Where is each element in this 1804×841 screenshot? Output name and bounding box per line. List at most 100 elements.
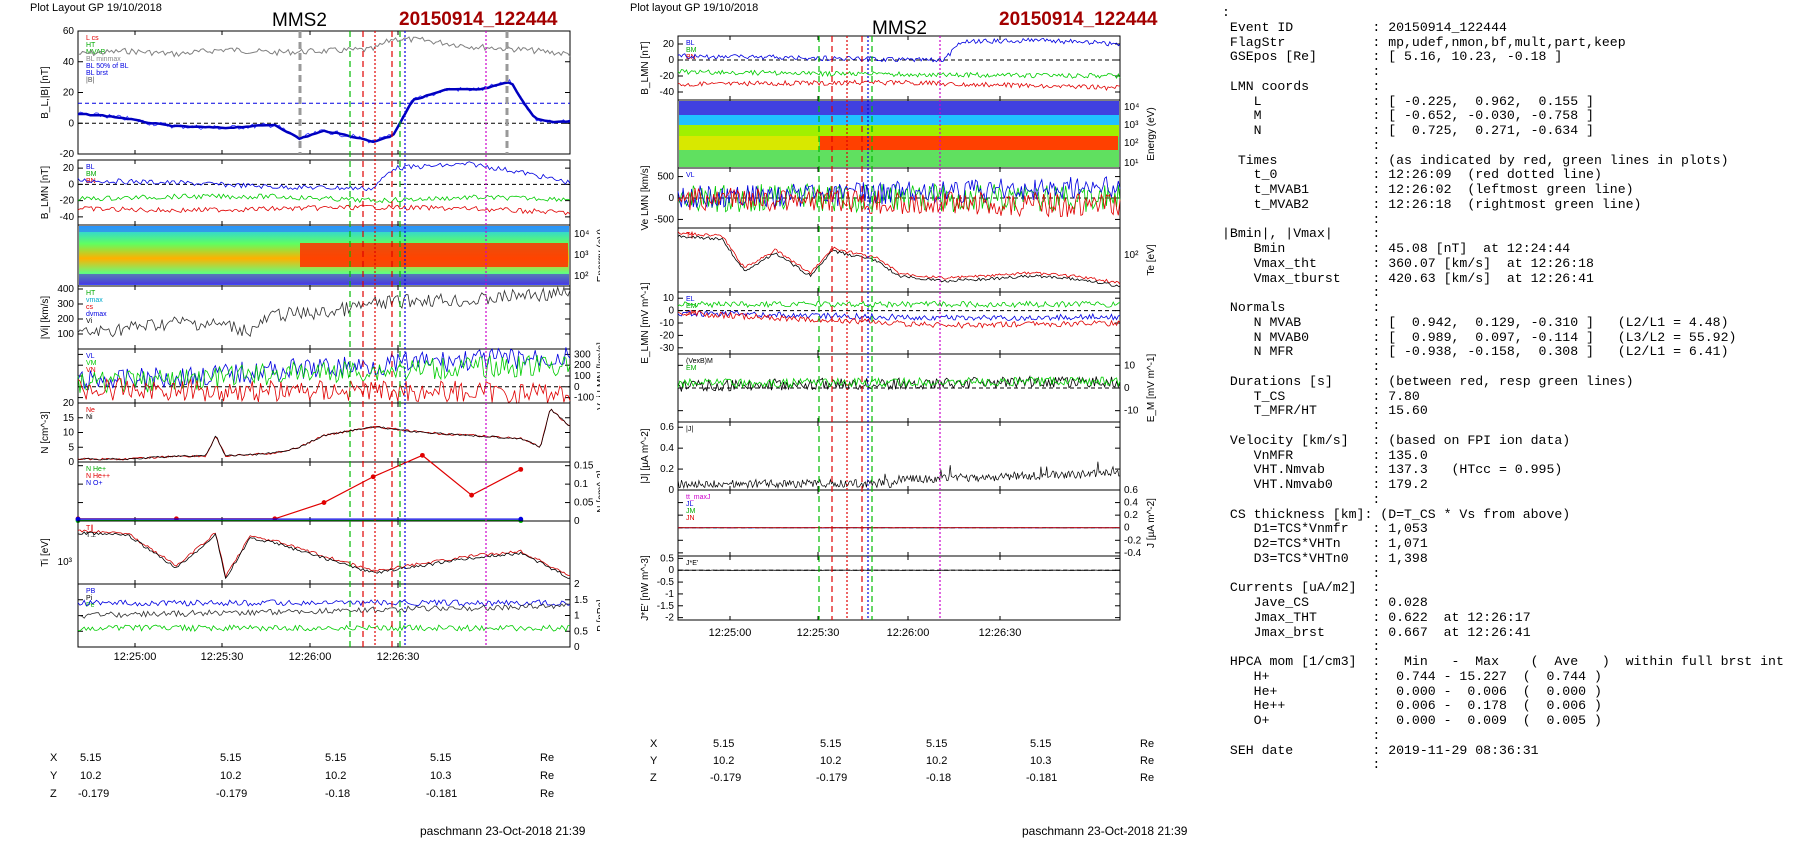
panel-frame xyxy=(77,583,571,648)
panel-frame xyxy=(77,402,571,463)
y-tick-label: 10⁴ xyxy=(1124,102,1139,113)
pressure-series xyxy=(77,599,571,607)
y-tick-label: 10³ xyxy=(1124,120,1139,131)
hpca-point xyxy=(420,452,425,458)
legend-entry: VL xyxy=(86,353,95,360)
y-tick-label: 1 xyxy=(574,611,580,622)
vlmn-series xyxy=(77,354,571,394)
middle-coord-x-val: 5.15 xyxy=(713,738,735,750)
series-line xyxy=(677,300,1121,309)
legend-entry: L cs xyxy=(86,35,99,42)
hpca-point xyxy=(518,516,524,522)
y-tick-label: 5 xyxy=(68,442,74,453)
panel-frame xyxy=(677,227,1121,293)
y-tick-label: 20 xyxy=(63,398,75,409)
summary-line: N MFR : [ -0.938, -0.158, 0.308 ] (L2/L1… xyxy=(1222,344,1729,360)
left-event-label: 20150914_122444 xyxy=(399,9,558,30)
panel-frame xyxy=(77,520,571,585)
y-tick-label: -10 xyxy=(1124,406,1139,417)
panel-frame xyxy=(677,489,1121,557)
x-tick-label: 12:26:00 xyxy=(289,651,332,663)
middle-coord-z-label: Z xyxy=(650,772,657,784)
middle-coord-x-label: X xyxy=(650,738,658,750)
y-tick-label: 300 xyxy=(574,349,591,360)
legend-entry: EL xyxy=(686,296,695,303)
y-axis-label: Energy (eV) xyxy=(1146,107,1157,160)
y-axis-label: |J| [µA m^-2] xyxy=(640,428,651,483)
summary-line: : xyxy=(1222,727,1381,743)
hpca-point xyxy=(518,466,524,472)
summary-line: : xyxy=(1222,491,1381,507)
y-axis-label: J [µA m^-2] xyxy=(1146,498,1157,548)
j-magnitude-series xyxy=(677,461,1121,490)
summary-line: SEH date : 2019-11-29 08:36:31 xyxy=(1222,742,1539,758)
y-tick-label: 10⁴ xyxy=(574,229,589,240)
x-tick-label: 12:26:00 xyxy=(887,627,930,639)
summary-line: HPCA mom [1/cm3] : Min - Max ( Ave ) wit… xyxy=(1222,654,1784,669)
y-tick-label: 200 xyxy=(574,360,591,371)
left-coord-y-val: 10.2 xyxy=(80,770,102,782)
summary-line: N MVAB : [ 0.942, 0.129, -0.310 ] (L2/L1… xyxy=(1222,314,1729,330)
left-coord-z-val: -0.181 xyxy=(426,788,458,800)
series-line xyxy=(677,376,1121,389)
middle-spacecraft-label: MMS2 xyxy=(872,18,927,39)
summary-line: Jmax_brst : 0.667 at 12:26:41 xyxy=(1222,624,1531,640)
spectro-band xyxy=(679,115,1119,125)
legend-entry: J*E' xyxy=(686,560,698,567)
legend-entry: PB xyxy=(86,588,96,595)
tperp-series xyxy=(77,531,571,580)
y-tick-label: -20 xyxy=(660,330,675,341)
series-line xyxy=(677,183,1121,214)
y-tick-label: 200 xyxy=(57,314,74,325)
summary-line: t_MVAB2 : 12:26:18 (rightmost green line… xyxy=(1222,196,1642,212)
y-tick-label: -30 xyxy=(660,343,675,354)
y-tick-label: 20 xyxy=(63,88,75,99)
panel-7: Ti [eV] T∥T⊥ 10³ xyxy=(40,520,571,585)
legend-entry: T⊥ xyxy=(86,532,96,539)
y-tick-label: -1.5 xyxy=(657,601,675,612)
x-tick-label: 12:25:00 xyxy=(114,651,157,663)
legend-entry: BM xyxy=(686,47,697,54)
y-tick-label: 0 xyxy=(574,382,580,393)
summary-line: Vmax_tburst : 420.63 [km/s] at 12:26:41 xyxy=(1222,270,1594,286)
bl-brst-series xyxy=(77,78,571,144)
series-line xyxy=(677,310,1121,329)
legend-entry: N He+ xyxy=(86,466,106,473)
summary-line: Jmax_THT : 0.622 at 12:26:17 xyxy=(1222,609,1531,625)
series-line xyxy=(677,69,1121,80)
summary-line: H+ : 0.744 - 15.227 ( 0.744 ) xyxy=(1222,668,1602,684)
left-coord-y-val: 10.2 xyxy=(220,770,242,782)
summary-line: t_MVAB1 : 12:26:02 (leftmost green line) xyxy=(1222,182,1634,197)
middle-coord-z-val: -0.179 xyxy=(816,772,848,784)
middle-coord-x-val: 5.15 xyxy=(1030,738,1052,750)
y-tick-label: 0.4 xyxy=(660,443,674,454)
legend-entry: BL 50% of BL xyxy=(86,63,129,70)
summary-line: : xyxy=(1222,137,1381,153)
summary-line: t_0 : 12:26:09 (red dotted line) xyxy=(1222,167,1602,183)
summary-line: Normals : xyxy=(1222,300,1381,315)
middle-event-label: 20150914_122444 xyxy=(999,9,1158,30)
y-axis-label: B_LMN [nT] xyxy=(40,166,51,220)
middle-coord-x-val: 5.15 xyxy=(926,738,948,750)
spectro-hot-band xyxy=(300,243,568,267)
legend-entry: JL xyxy=(686,501,694,508)
legend-entry: Pi xyxy=(86,595,93,602)
x-tick-label: 12:25:30 xyxy=(201,651,244,663)
series-line xyxy=(677,375,1121,392)
y-tick-label: 10³ xyxy=(58,557,73,568)
y-tick-label: 500 xyxy=(657,172,674,183)
left-coord-z-label: Z xyxy=(50,788,57,800)
blmn-series xyxy=(77,161,571,191)
y-tick-label: 0.5 xyxy=(660,553,674,564)
y-tick-label: 10¹ xyxy=(1124,158,1139,169)
left-coord-y-unit: Re xyxy=(540,770,555,782)
summary-line: Currents [uA/m2] : xyxy=(1222,580,1381,596)
middle-coord-y-val: 10.2 xyxy=(820,755,842,767)
middle-coord-y-unit: Re xyxy=(1140,755,1155,767)
panel-frame xyxy=(77,285,571,350)
pressure-series xyxy=(78,603,571,619)
